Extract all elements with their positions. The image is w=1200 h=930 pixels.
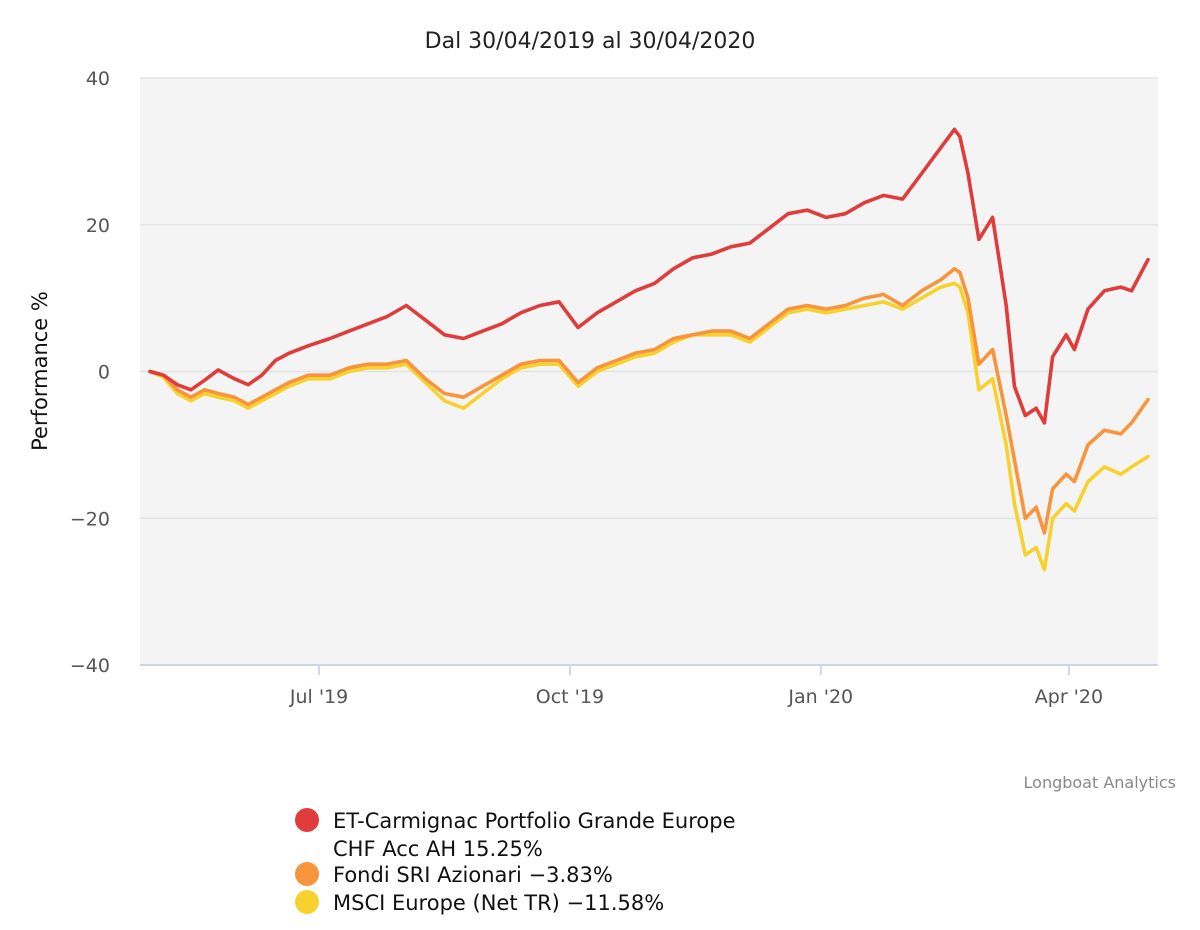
- x-tick-label: Jan '20: [787, 686, 853, 708]
- legend-marker: [295, 862, 319, 886]
- x-axis-ticks: Jul '19 Oct '19 Jan '20 Apr '20: [289, 665, 1103, 708]
- y-axis-label: Performance %: [28, 291, 52, 451]
- legend-marker: [295, 808, 319, 832]
- legend-label: ET-Carmignac Portfolio Grande Europe: [333, 809, 736, 833]
- y-tick-label: −20: [70, 508, 110, 530]
- chart-credit: Longboat Analytics: [1024, 773, 1176, 792]
- series-line: [148, 127, 1150, 425]
- legend-marker: [295, 890, 319, 914]
- x-tick-label: Apr '20: [1035, 686, 1103, 708]
- y-tick-label: 0: [98, 362, 110, 384]
- legend: ET-Carmignac Portfolio Grande Europe CHF …: [295, 808, 736, 915]
- y-tick-label: 20: [86, 215, 110, 237]
- x-tick-label: Jul '19: [289, 686, 348, 708]
- gridlines: [140, 77, 1158, 519]
- series-lines: [148, 127, 1150, 572]
- legend-label: CHF Acc AH 15.25%: [333, 837, 543, 861]
- legend-label: MSCI Europe (Net TR) −11.58%: [333, 891, 664, 915]
- legend-label: Fondi SRI Azionari −3.83%: [333, 863, 613, 887]
- x-tick-label: Oct '19: [536, 686, 604, 708]
- series-line: [148, 267, 1150, 535]
- chart-title: Dal 30/04/2019 al 30/04/2020: [425, 29, 756, 54]
- y-axis-ticks: 40 20 0 −20 −40: [70, 68, 110, 677]
- y-tick-label: −40: [70, 655, 110, 677]
- y-tick-label: 40: [86, 68, 110, 90]
